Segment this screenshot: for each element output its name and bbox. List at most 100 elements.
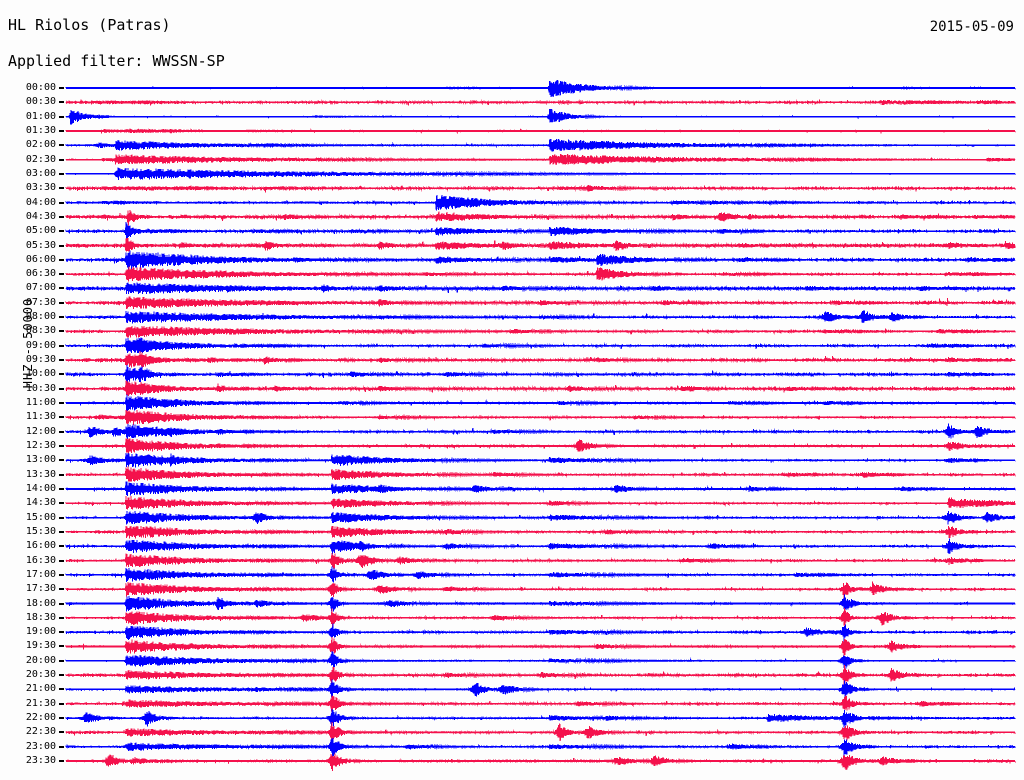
time-label: 10:30	[25, 382, 56, 394]
time-tick	[59, 316, 64, 319]
time-label: 18:00	[25, 597, 56, 609]
time-tick	[59, 144, 64, 147]
time-tick	[59, 172, 64, 175]
time-tick	[59, 616, 64, 619]
time-label: 05:30	[25, 239, 56, 251]
time-label: 06:00	[25, 253, 56, 265]
time-label: 23:30	[25, 755, 56, 767]
time-label: 20:00	[25, 654, 56, 666]
time-label: 10:00	[25, 368, 56, 380]
seismic-trace	[65, 738, 1016, 758]
seismic-trace	[65, 351, 1016, 368]
time-label: 01:00	[25, 110, 56, 122]
time-label: 04:30	[25, 210, 56, 222]
time-label: 19:00	[25, 626, 56, 638]
time-label: 14:30	[25, 497, 56, 509]
time-label: 03:30	[25, 182, 56, 194]
time-tick	[59, 445, 64, 447]
time-tick	[59, 473, 64, 476]
time-label: 22:30	[25, 726, 56, 738]
time-tick	[59, 631, 64, 634]
time-tick	[59, 731, 64, 734]
time-label: 13:00	[25, 454, 56, 466]
time-label: 18:30	[25, 611, 56, 623]
seismic-trace	[65, 650, 1016, 669]
time-tick	[59, 717, 64, 720]
time-label: 21:00	[25, 683, 56, 695]
time-tick	[59, 287, 64, 290]
time-label: 21:30	[25, 697, 56, 709]
time-label: 02:00	[25, 139, 56, 151]
time-tick	[59, 760, 64, 763]
seismic-trace	[65, 753, 1016, 772]
time-label: 11:30	[25, 411, 56, 423]
time-label: 07:30	[25, 296, 56, 308]
time-tick	[59, 258, 64, 261]
time-tick	[59, 674, 64, 677]
time-tick	[59, 215, 64, 218]
time-label: 11:00	[25, 397, 56, 409]
time-label: 09:30	[25, 354, 56, 366]
station-title: HL Riolos (Patras)	[8, 16, 171, 34]
time-tick	[59, 301, 64, 304]
time-axis: 00:00 00:30 01:00 01:30 02:00 02:30 03:00 03:30…	[0, 0, 66, 780]
time-tick	[59, 129, 64, 132]
time-label: 22:00	[25, 712, 56, 724]
time-label: 05:00	[25, 225, 56, 237]
time-tick	[59, 545, 64, 548]
time-label: 00:30	[25, 96, 56, 108]
time-tick	[59, 516, 64, 519]
time-tick	[59, 373, 64, 376]
time-tick	[59, 115, 64, 118]
time-tick	[59, 459, 64, 462]
time-label: 15:30	[25, 525, 56, 537]
time-tick	[59, 745, 64, 748]
seismic-trace	[65, 210, 1016, 226]
time-tick	[59, 688, 64, 691]
time-label: 17:30	[25, 583, 56, 595]
time-tick	[59, 573, 64, 576]
time-label: 01:30	[25, 124, 56, 136]
time-tick	[59, 402, 64, 405]
record-date: 2015-05-09	[929, 19, 1014, 35]
filter-line: Applied filter: WWSSN-SP	[8, 52, 225, 70]
time-tick	[59, 158, 64, 161]
time-label: 09:00	[25, 339, 56, 351]
time-label: 12:00	[25, 425, 56, 437]
seismic-trace	[65, 695, 1016, 715]
time-label: 17:00	[25, 568, 56, 580]
time-label: 19:30	[25, 640, 56, 652]
time-label: 16:00	[25, 540, 56, 552]
time-label: 04:00	[25, 196, 56, 208]
time-label: 23:00	[25, 740, 56, 752]
time-label: 16:30	[25, 554, 56, 566]
time-tick	[59, 359, 64, 362]
time-label: 03:00	[25, 167, 56, 179]
time-tick	[59, 330, 64, 333]
time-label: 08:30	[25, 325, 56, 337]
time-label: 08:00	[25, 311, 56, 323]
time-label: 20:30	[25, 669, 56, 681]
time-tick	[59, 502, 64, 505]
time-tick	[59, 101, 64, 104]
seismic-trace	[65, 721, 1016, 742]
time-tick	[59, 702, 64, 705]
time-label: 00:00	[25, 82, 56, 93]
time-tick	[59, 387, 64, 390]
time-tick	[59, 201, 64, 204]
time-tick	[59, 416, 64, 419]
time-tick	[59, 344, 64, 347]
time-label: 07:00	[25, 282, 56, 294]
time-tick	[59, 230, 64, 233]
time-tick	[59, 530, 64, 533]
time-label: 15:00	[25, 511, 56, 523]
time-tick	[59, 244, 64, 247]
time-tick	[59, 487, 64, 490]
time-tick	[59, 430, 64, 433]
time-tick	[59, 559, 64, 562]
time-tick	[59, 659, 64, 662]
time-label: 12:30	[25, 440, 56, 451]
